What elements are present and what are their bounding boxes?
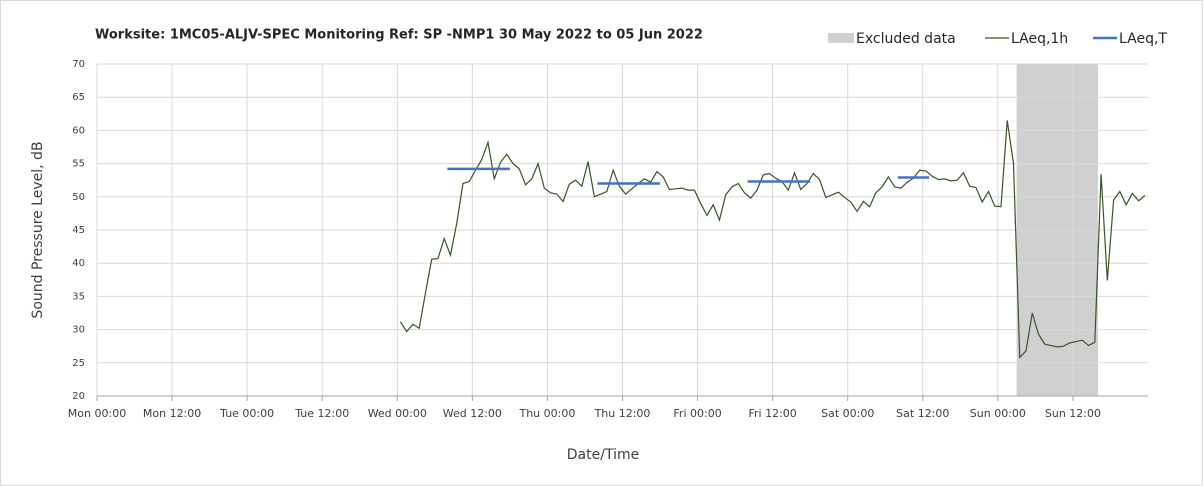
y-axis-title: Sound Pressure Level, dB: [30, 141, 46, 318]
y-tick-label: 20: [72, 391, 85, 402]
y-tick-label: 65: [72, 92, 85, 103]
y-tick-label: 45: [72, 225, 85, 236]
legend-swatch: [828, 33, 854, 43]
x-tick-label: Sun 12:00: [1045, 407, 1101, 420]
x-tick-label: Tue 12:00: [294, 407, 349, 420]
y-tick-label: 35: [72, 291, 85, 302]
y-tick-label: 55: [72, 159, 85, 170]
y-tick-label: 30: [72, 325, 85, 336]
chart-title: Worksite: 1MC05-ALJV-SPEC Monitoring Ref…: [95, 28, 703, 43]
x-tick-label: Wed 12:00: [443, 407, 502, 420]
x-tick-label: Mon 00:00: [68, 407, 126, 420]
x-tick-label: Sun 00:00: [970, 407, 1026, 420]
x-tick-label: Sat 12:00: [896, 407, 949, 420]
y-tick-label: 70: [72, 59, 85, 70]
x-tick-label: Fri 00:00: [673, 407, 721, 420]
legend-label: Excluded data: [856, 31, 956, 47]
y-tick-label: 25: [72, 358, 85, 369]
x-axis-title: Date/Time: [567, 447, 639, 463]
legend-label: LAeq,T: [1119, 31, 1167, 47]
x-tick-label: Mon 12:00: [143, 407, 201, 420]
x-tick-label: Sat 00:00: [821, 407, 874, 420]
x-tick-label: Tue 00:00: [219, 407, 274, 420]
line-series: [399, 120, 1146, 359]
y-tick-label: 60: [72, 125, 85, 136]
x-tick-label: Fri 12:00: [748, 407, 796, 420]
legend-label: LAeq,1h: [1011, 31, 1068, 47]
x-tick-label: Thu 12:00: [594, 407, 651, 420]
y-tick-label: 50: [72, 192, 85, 203]
x-tick-label: Thu 00:00: [518, 407, 575, 420]
x-tick-label: Wed 00:00: [368, 407, 427, 420]
y-tick-label: 40: [72, 258, 85, 269]
